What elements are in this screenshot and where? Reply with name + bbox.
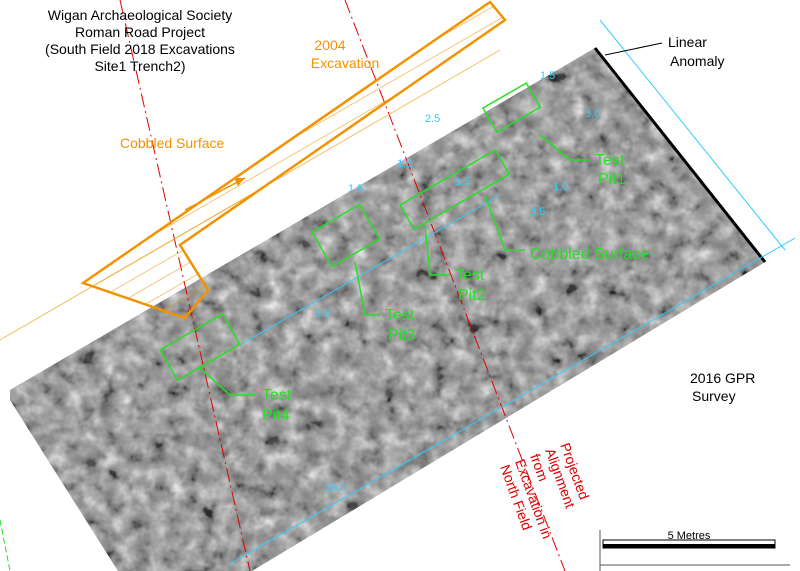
- pit-label: Pit2: [458, 287, 486, 304]
- excavation-2004: [80, 0, 507, 320]
- dimension-label: 1.5: [540, 70, 555, 82]
- leader: [539, 134, 590, 161]
- survey-edge: [593, 47, 767, 263]
- cobbled-label: Cobbled Surface: [530, 246, 649, 263]
- survey-label: Survey: [692, 388, 736, 404]
- survey-label: 2016 GPR: [690, 370, 755, 386]
- pit-outline: [310, 203, 381, 268]
- dimension-label: 1.5: [348, 183, 363, 195]
- guide-line: [0, 519, 11, 571]
- cobbled-label: Cobbled Surface: [120, 135, 225, 151]
- dimension-line: [599, 19, 786, 251]
- header-line: Wigan Archaeological Society: [48, 7, 232, 23]
- header-line: (South Field 2018 Excavations: [45, 41, 235, 57]
- pit-label: Test: [455, 267, 485, 284]
- leader: [484, 194, 525, 251]
- pit-outline: [398, 148, 511, 231]
- leader: [199, 367, 255, 396]
- header-line: Site1 Trench2): [94, 58, 185, 74]
- dimension-label: 28.0: [325, 482, 346, 494]
- leader: [424, 224, 450, 276]
- scale-bar-fill: [603, 544, 775, 548]
- pit-label: Pit3: [388, 327, 416, 344]
- dimension-label: 2.5: [425, 113, 440, 125]
- pit-label: Test: [262, 387, 292, 404]
- pit-outline: [158, 312, 241, 382]
- pit-label: Test: [385, 307, 415, 324]
- dimension-label: 1.0: [553, 181, 568, 193]
- excavation-label: 2004: [314, 37, 345, 53]
- scale-label: 5 Metres: [668, 530, 711, 542]
- test-pits: [158, 81, 590, 396]
- arrow: [184, 177, 246, 211]
- dimension-label: 3.0: [585, 108, 600, 120]
- pit-label: Test: [595, 152, 625, 169]
- pit-outline: [481, 81, 542, 134]
- pit-label: Pit1: [598, 171, 626, 188]
- anomaly-label: Anomaly: [670, 53, 724, 69]
- header-line: Roman Road Project: [75, 24, 205, 40]
- alignment-label: Projected Alignment from Excavation in N…: [497, 441, 592, 541]
- dimension-label: 3.5: [530, 206, 545, 218]
- dimension-line: [227, 237, 796, 566]
- dimension-line: [239, 194, 501, 346]
- excavation-label: Excavation: [311, 55, 379, 71]
- dimension-label: 1.5: [397, 158, 412, 170]
- leader: [354, 261, 380, 316]
- dimension-label: 1.5: [455, 176, 470, 188]
- pit-label: Pit4: [262, 407, 290, 424]
- arrow-head: [234, 178, 245, 186]
- leader: [604, 42, 663, 56]
- dimension-label: 3.5: [315, 308, 330, 320]
- anomaly-label: Linear: [668, 34, 707, 50]
